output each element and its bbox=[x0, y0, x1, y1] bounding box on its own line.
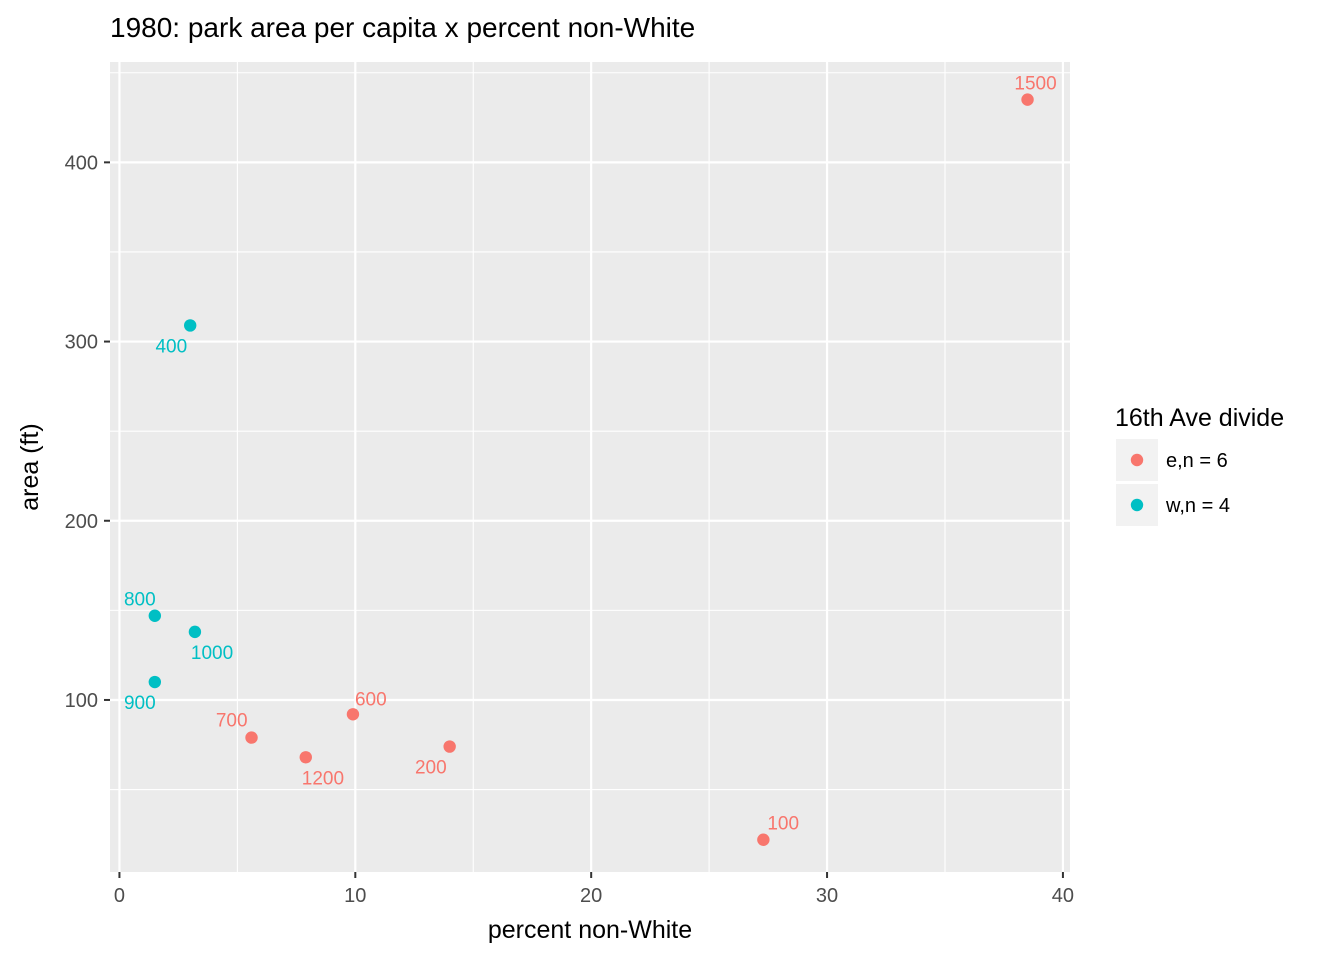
data-point bbox=[245, 731, 258, 744]
point-labels: 1500 600 700 1200 200 100 400 800 1000 900 bbox=[124, 74, 1057, 835]
data-point bbox=[183, 319, 197, 332]
x-tick-label: 30 bbox=[816, 885, 838, 907]
point-label: 1000 bbox=[191, 643, 233, 664]
y-tick-label: 100 bbox=[65, 690, 98, 712]
x-tick-label: 40 bbox=[1052, 885, 1074, 907]
y-tick-label: 400 bbox=[65, 152, 98, 174]
legend-label: w,n = 4 bbox=[1165, 495, 1230, 517]
plot-panel bbox=[110, 62, 1070, 872]
legend-symbol bbox=[1130, 498, 1144, 512]
grid bbox=[110, 62, 1070, 872]
x-tick-label: 20 bbox=[580, 885, 602, 907]
data-point bbox=[443, 740, 456, 753]
point-label: 400 bbox=[155, 336, 187, 357]
chart-title: 1980: park area per capita x percent non… bbox=[110, 12, 695, 43]
legend: 16th Ave divide e,n = 6 w,n = 4 bbox=[1115, 404, 1284, 526]
x-axis-title: percent non-White bbox=[488, 916, 692, 944]
point-label: 600 bbox=[355, 689, 387, 710]
legend-items: e,n = 6 w,n = 4 bbox=[1116, 439, 1230, 526]
point-label: 800 bbox=[124, 590, 156, 611]
y-axis-title: area (ft) bbox=[16, 423, 44, 511]
y-tick-label: 300 bbox=[65, 332, 98, 354]
data-point bbox=[148, 675, 162, 689]
y-tick-label: 200 bbox=[65, 511, 98, 533]
point-label: 200 bbox=[415, 758, 447, 779]
x-tick-label: 0 bbox=[114, 885, 125, 907]
legend-symbol bbox=[1130, 453, 1144, 467]
data-point bbox=[299, 751, 312, 764]
point-label: 1500 bbox=[1014, 74, 1056, 95]
point-label: 100 bbox=[767, 814, 799, 835]
point-label: 900 bbox=[124, 693, 156, 714]
data-points bbox=[148, 93, 1034, 846]
legend-label: e,n = 6 bbox=[1166, 450, 1228, 472]
data-point bbox=[346, 708, 360, 721]
data-point bbox=[757, 833, 770, 846]
point-label: 700 bbox=[216, 711, 248, 732]
axes: 0 10 20 30 40 100 200 300 400 bbox=[65, 152, 1074, 907]
x-tick-label: 10 bbox=[344, 885, 366, 907]
data-point bbox=[148, 609, 162, 622]
data-point bbox=[188, 625, 202, 639]
point-label: 1200 bbox=[302, 768, 344, 789]
data-point bbox=[1021, 93, 1034, 106]
legend-title: 16th Ave divide bbox=[1115, 404, 1284, 432]
